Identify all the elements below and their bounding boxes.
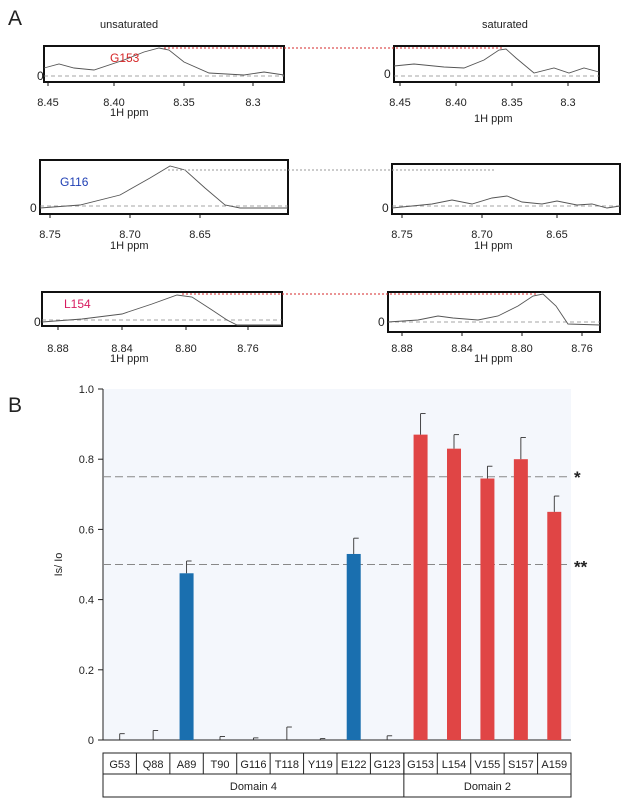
x-tick-label: G53 — [109, 759, 130, 771]
spectrum-frame — [41, 291, 283, 327]
x-tick-label: L154 — [442, 759, 466, 771]
spectrum-g116-unsaturated: 8.75 8.70 8.65 0 1H ppm — [30, 159, 289, 252]
saturated-title: saturated — [482, 19, 528, 31]
zero-label: 0 — [34, 315, 41, 329]
zero-label: 0 — [382, 201, 389, 215]
spectrum-g153-unsaturated: 8.45 8.40 8.35 8.3 0 1H ppm — [37, 45, 285, 119]
x-axis-label: 1H ppm — [474, 240, 513, 252]
unsaturated-title: unsaturated — [100, 19, 158, 31]
spectrum-trace — [391, 195, 621, 209]
x-tick-label: G123 — [374, 759, 401, 771]
x-tick-label: 8.75 — [391, 229, 412, 241]
x-tick-label: 8.65 — [189, 229, 210, 241]
x-tick-label: A89 — [177, 759, 197, 771]
y-axis-label: Is/ Io — [53, 553, 65, 577]
spectrum-g153-saturated: 8.45 8.40 8.35 8.3 0 1H ppm — [384, 45, 600, 125]
x-tick-label: 8.76 — [571, 343, 592, 355]
x-axis-label: 1H ppm — [474, 353, 513, 365]
x-tick-label: 8.80 — [511, 343, 532, 355]
x-tick-label: 8.88 — [47, 343, 68, 355]
x-tick-label: 8.70 — [471, 229, 492, 241]
group-label-domain-4: Domain 4 — [230, 781, 277, 793]
spectrum-trace — [41, 294, 282, 326]
x-tick-label: E122 — [341, 759, 367, 771]
spectrum-trace — [393, 48, 600, 74]
x-axis-label: 1H ppm — [474, 113, 513, 125]
spectrum-l154-saturated: 8.88 8.84 8.80 8.76 0 1H ppm — [378, 291, 601, 365]
x-tick-label: 8.40 — [445, 97, 466, 109]
x-tick-label: 8.45 — [389, 97, 410, 109]
x-tick-label: Y119 — [308, 759, 333, 771]
x-tick-label: Q88 — [143, 759, 164, 771]
nmr-spectra-panel: 8.45 8.40 8.35 8.3 0 1H ppm 8.45 8.40 8.35 8.3 0 1H… — [30, 45, 621, 365]
bar-v155 — [480, 478, 495, 740]
x-tick-label: 8.65 — [546, 229, 567, 241]
spectrum-frame — [39, 159, 289, 215]
spectrum-frame — [387, 291, 601, 333]
y-tick-label: 0.4 — [79, 595, 94, 607]
y-tick-label: 0 — [88, 735, 94, 747]
spectrum-trace — [39, 165, 288, 209]
y-tick-label: 0.6 — [79, 524, 94, 536]
panel-a-label: A — [8, 7, 22, 30]
x-tick-label: 8.88 — [391, 343, 412, 355]
x-tick-label: S157 — [508, 759, 534, 771]
bar-a159 — [547, 511, 562, 740]
x-tick-label: 8.40 — [103, 97, 124, 109]
threshold-marker: * — [574, 468, 581, 487]
x-tick-label: 8.75 — [39, 229, 60, 241]
residue-label-g153: G153 — [110, 51, 140, 65]
bar-s157 — [513, 459, 528, 740]
x-tick-label: 8.84 — [111, 343, 132, 355]
spectrum-trace — [43, 47, 285, 76]
x-tick-label: 8.45 — [37, 97, 58, 109]
spectrum-trace — [387, 293, 601, 326]
zero-label: 0 — [384, 67, 391, 81]
bar-l154 — [447, 448, 461, 740]
x-tick-label: V155 — [475, 759, 501, 771]
x-tick-label: T118 — [275, 759, 299, 771]
bar-g153 — [413, 434, 428, 740]
y-tick-label: 1.0 — [79, 384, 94, 396]
residue-label-l154: L154 — [64, 297, 91, 311]
x-tick-label: G153 — [407, 759, 434, 771]
spectrum-g116-saturated: 8.75 8.70 8.65 0 1H ppm — [382, 163, 621, 252]
x-tick-label: A159 — [541, 759, 567, 771]
panel-b-label: B — [8, 394, 22, 417]
threshold-marker: ** — [574, 558, 588, 577]
bar-a89 — [179, 573, 194, 740]
x-axis-label: 1H ppm — [110, 107, 149, 119]
saturation-bar-chart: 00.20.40.60.81.0Is/ Io***G53 Q88 A89 T90 G11… — [53, 384, 588, 798]
x-tick-label: 8.70 — [119, 229, 140, 241]
x-tick-label: 8.35 — [501, 97, 522, 109]
x-axis-label: 1H ppm — [110, 353, 149, 365]
residue-label-g116: G116 — [60, 175, 89, 189]
x-axis-label: 1H ppm — [110, 240, 149, 252]
y-tick-label: 0.2 — [79, 665, 94, 677]
x-tick-label: 8.76 — [237, 343, 258, 355]
x-tick-label: 8.80 — [175, 343, 196, 355]
x-tick-label: G116 — [240, 759, 266, 771]
group-label-domain-2: Domain 2 — [464, 781, 511, 793]
x-tick-label: T90 — [211, 759, 230, 771]
spectrum-frame — [43, 45, 285, 83]
spectrum-frame — [391, 163, 621, 215]
x-tick-label: 8.3 — [560, 97, 575, 109]
zero-label: 0 — [37, 69, 44, 83]
spectrum-frame — [393, 45, 600, 83]
zero-label: 0 — [30, 201, 37, 215]
x-tick-label: 8.84 — [451, 343, 472, 355]
bar-e122 — [346, 553, 361, 740]
spectrum-l154-unsaturated: 8.88 8.84 8.80 8.76 0 1H ppm — [34, 291, 283, 365]
x-tick-label: 8.35 — [173, 97, 194, 109]
x-tick-label: 8.3 — [245, 97, 260, 109]
zero-label: 0 — [378, 315, 385, 329]
y-tick-label: 0.8 — [79, 454, 94, 466]
